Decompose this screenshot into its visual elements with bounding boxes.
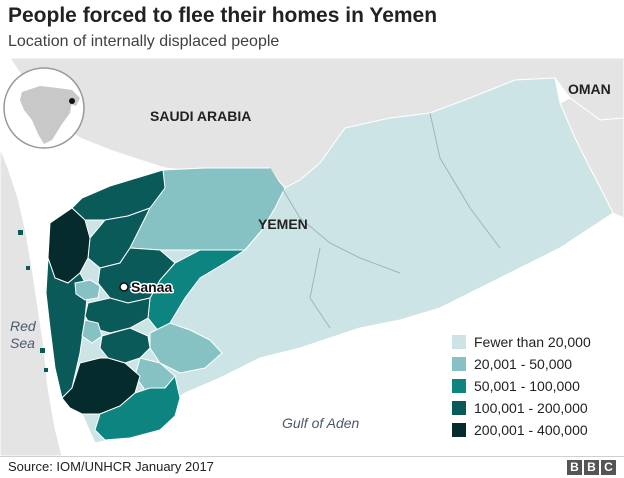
island-1 xyxy=(18,230,23,235)
internal-border-2 xyxy=(429,112,501,249)
region-mahwit xyxy=(74,279,101,301)
island-3 xyxy=(40,348,45,353)
legend: Fewer than 20,000 20,001 - 50,000 50,001… xyxy=(452,331,591,441)
bbc-logo-letter: B xyxy=(584,460,599,475)
bbc-logo: B B C xyxy=(565,460,616,475)
sanaa-marker xyxy=(119,282,129,292)
legend-item: Fewer than 20,000 xyxy=(452,331,591,353)
label-oman: OMAN xyxy=(568,81,611,97)
footer-divider xyxy=(0,456,624,457)
internal-border-1 xyxy=(269,167,401,274)
legend-swatch xyxy=(452,335,466,349)
bbc-logo-letter: C xyxy=(601,460,616,475)
locator-globe-land xyxy=(20,86,72,144)
label-saudi-arabia: SAUDI ARABIA xyxy=(150,108,251,124)
legend-swatch xyxy=(452,423,466,437)
legend-item: 200,001 - 400,000 xyxy=(452,419,591,441)
page-title: People forced to flee their homes in Yem… xyxy=(8,4,438,27)
map: SAUDI ARABIA OMAN YEMEN Red Sea Gulf of … xyxy=(0,58,624,456)
locator-globe-marker xyxy=(69,98,75,104)
legend-label: 100,001 - 200,000 xyxy=(474,400,588,416)
legend-swatch xyxy=(452,401,466,415)
source-note: Source: IOM/UNHCR January 2017 xyxy=(8,459,214,474)
legend-label: 50,001 - 100,000 xyxy=(474,378,580,394)
bbc-logo-letter: B xyxy=(567,460,582,475)
locator-globe xyxy=(3,67,85,149)
label-sanaa: Sanaa xyxy=(131,279,172,295)
region-marib xyxy=(147,229,263,334)
label-yemen: YEMEN xyxy=(258,216,308,232)
legend-swatch xyxy=(452,379,466,393)
label-red-sea-line1: Red xyxy=(10,318,37,334)
legend-item: 20,001 - 50,000 xyxy=(452,353,591,375)
island-2 xyxy=(26,266,30,270)
legend-item: 100,001 - 200,000 xyxy=(452,397,591,419)
region-lahij xyxy=(94,374,181,441)
region-al-bayda xyxy=(149,322,223,374)
region-raymah xyxy=(81,319,103,344)
legend-label: Fewer than 20,000 xyxy=(474,334,591,350)
page-subtitle: Location of internally displaced people xyxy=(8,33,280,50)
legend-swatch xyxy=(452,357,466,371)
region-ibb xyxy=(99,327,151,364)
label-red-sea-line2: Sea xyxy=(10,335,35,351)
region-taiz xyxy=(61,357,141,415)
label-gulf-of-aden: Gulf of Aden xyxy=(282,415,360,431)
map-svg: SAUDI ARABIA OMAN YEMEN Red Sea Gulf of … xyxy=(0,58,624,456)
legend-label: 20,001 - 50,000 xyxy=(474,356,573,372)
internal-border-3 xyxy=(309,247,331,329)
region-sanaa xyxy=(97,247,176,304)
africa-land xyxy=(0,147,63,456)
legend-label: 200,001 - 400,000 xyxy=(474,422,588,438)
legend-item: 50,001 - 100,000 xyxy=(452,375,591,397)
island-4 xyxy=(44,368,48,372)
